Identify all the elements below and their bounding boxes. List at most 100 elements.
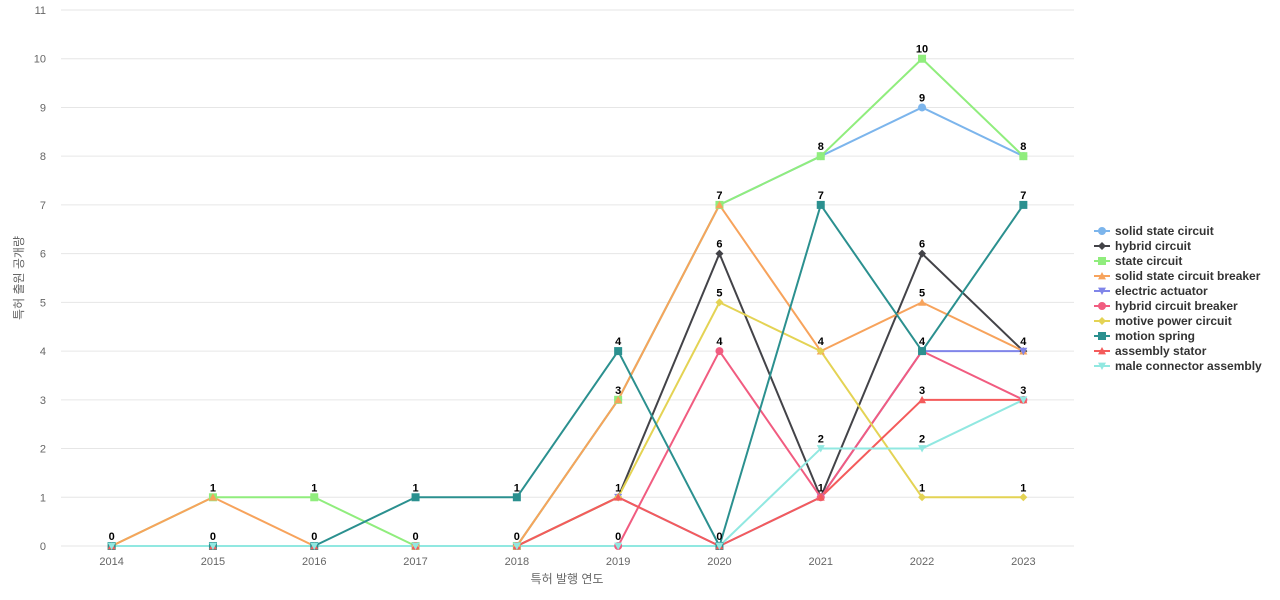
x-tick-label: 2016 (302, 556, 326, 568)
x-tick-label: 2017 (403, 556, 427, 568)
y-tick-label: 1 (40, 492, 46, 504)
series-line-solid-state-circuit (110, 106, 1025, 547)
legend-item: male connector assembly (1094, 359, 1262, 373)
data-point-state-circuit (1019, 152, 1028, 161)
legend-label: hybrid circuit breaker (1115, 299, 1238, 313)
data-label: 5 (919, 287, 925, 299)
data-point-solid-state-circuit-breaker (918, 298, 927, 306)
data-point-male-connector-assembly (512, 542, 521, 550)
x-tick-label: 2014 (99, 556, 123, 568)
y-tick-label: 10 (34, 54, 46, 66)
gridlines (61, 9, 1074, 547)
legend-label: electric actuator (1115, 284, 1208, 298)
legend-item: state circuit (1094, 254, 1182, 268)
data-point-male-connector-assembly (1019, 396, 1028, 404)
data-label: 7 (818, 190, 824, 202)
data-point-motion-spring (918, 347, 927, 356)
data-point-male-connector-assembly (816, 445, 825, 453)
data-label: 0 (514, 531, 520, 543)
data-label: 1 (919, 482, 925, 494)
data-label: 0 (412, 531, 418, 543)
data-label: 4 (716, 336, 723, 348)
y-tick-label: 7 (40, 200, 46, 212)
data-point-motive-power-circuit (1019, 493, 1028, 502)
data-point-motive-power-circuit (715, 298, 724, 307)
data-point-male-connector-assembly (208, 542, 217, 550)
data-point-motion-spring (411, 493, 420, 502)
x-tick-label: 2022 (910, 556, 934, 568)
data-point-assembly-stator (614, 493, 623, 501)
data-point-motion-spring (816, 200, 825, 209)
y-tick-label: 8 (40, 151, 46, 163)
data-label: 0 (716, 531, 722, 543)
x-axis-title: 특허 발행 연도 (531, 571, 604, 586)
data-label: 8 (1020, 141, 1026, 153)
series-line-male-connector-assembly (110, 398, 1025, 547)
legend-symbol (1098, 302, 1106, 310)
data-label: 0 (109, 531, 115, 543)
data-label: 4 (1020, 336, 1027, 348)
y-axis-title: 특허 출원 공개량 (12, 236, 26, 320)
data-label: 7 (716, 190, 722, 202)
legend-item: motion spring (1094, 329, 1195, 343)
y-tick-label: 9 (40, 102, 46, 114)
data-label: 4 (818, 336, 825, 348)
data-point-solid-state-circuit-breaker (715, 200, 724, 209)
data-point-male-connector-assembly (715, 542, 724, 550)
y-tick-label: 0 (40, 541, 46, 553)
series-line-motion-spring (110, 203, 1025, 547)
legend-symbol (1098, 272, 1106, 280)
data-point-electric-actuator (1019, 347, 1028, 356)
series-lines (110, 57, 1025, 547)
data-label: 1 (818, 482, 824, 494)
data-point-state-circuit (816, 152, 825, 161)
data-label: 10 (916, 44, 928, 56)
data-point-male-connector-assembly (107, 542, 116, 550)
data-label: 9 (919, 92, 925, 104)
legend-symbol (1098, 242, 1106, 250)
data-label: 3 (615, 385, 621, 397)
legend-symbol (1098, 317, 1106, 325)
data-label: 4 (615, 336, 622, 348)
data-label: 1 (210, 482, 216, 494)
data-label: 0 (311, 531, 317, 543)
legend-symbol (1098, 257, 1106, 265)
data-label: 0 (210, 531, 216, 543)
data-point-motive-power-circuit (918, 493, 927, 502)
data-label: 6 (919, 239, 925, 251)
legend-label: male connector assembly (1115, 359, 1262, 373)
legend-label: hybrid circuit (1115, 239, 1191, 253)
series-markers (107, 54, 1028, 550)
data-point-solid-state-circuit (918, 103, 927, 112)
y-tick-label: 4 (40, 346, 46, 358)
legend-symbol (1098, 347, 1106, 355)
series-line-solid-state-circuit-breaker (110, 203, 1025, 547)
data-point-state-circuit (310, 493, 319, 502)
data-point-hybrid-circuit (918, 249, 927, 258)
data-point-hybrid-circuit-breaker (715, 347, 724, 356)
x-tick-label: 2023 (1011, 556, 1035, 568)
legend-label: solid state circuit (1115, 224, 1214, 238)
data-point-male-connector-assembly (614, 542, 623, 550)
data-point-male-connector-assembly (918, 445, 927, 453)
y-tick-label: 11 (35, 5, 46, 17)
data-point-motion-spring (614, 347, 623, 356)
legend-item: electric actuator (1094, 284, 1208, 298)
legend-label: motion spring (1115, 329, 1195, 343)
data-point-male-connector-assembly (310, 542, 319, 550)
legend-label: solid state circuit breaker (1115, 269, 1261, 283)
data-label: 7 (1020, 190, 1026, 202)
x-tick-label: 2018 (505, 556, 529, 568)
data-point-motion-spring (1019, 200, 1028, 209)
legend-label: motive power circuit (1115, 314, 1232, 328)
data-point-assembly-stator (918, 395, 927, 404)
y-tick-label: 6 (40, 249, 46, 261)
legend-item: hybrid circuit breaker (1094, 299, 1238, 313)
data-label: 6 (716, 239, 722, 251)
legend-item: solid state circuit breaker (1094, 269, 1261, 283)
data-label: 1 (615, 482, 621, 494)
